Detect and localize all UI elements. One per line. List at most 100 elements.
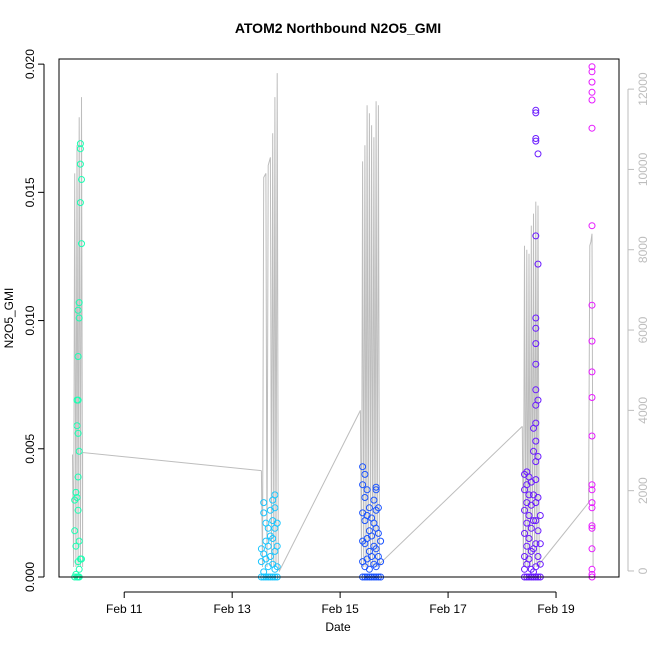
data-point: [534, 396, 542, 404]
data-point: [75, 565, 83, 573]
data-point: [532, 386, 540, 394]
data-point: [532, 476, 540, 484]
data-point: [365, 565, 373, 573]
data-point: [361, 563, 369, 571]
data-point: [588, 222, 596, 230]
data-point: [264, 524, 272, 532]
y2-tick-label: 4000: [636, 397, 650, 424]
data-point: [536, 512, 544, 519]
x-tick-label: Feb 15: [321, 602, 359, 616]
data-point: [359, 509, 367, 517]
data-point: [74, 506, 82, 514]
y-tick-label: 0.010: [23, 305, 37, 335]
data-point: [536, 540, 544, 548]
data-point: [266, 553, 274, 560]
data-point: [359, 481, 367, 489]
data-point: [264, 542, 272, 550]
data-point: [521, 506, 528, 514]
data-point: [78, 240, 85, 248]
data-point: [76, 199, 84, 207]
data-point: [78, 555, 85, 563]
data-point: [368, 553, 376, 560]
data-point: [75, 447, 83, 455]
data-point: [588, 301, 596, 309]
data-point: [532, 135, 540, 142]
data-point: [532, 340, 540, 348]
data-point: [534, 527, 542, 535]
secondary-line-segment: [260, 73, 361, 573]
data-point: [588, 545, 596, 553]
data-point: [530, 517, 537, 525]
secondary-line-segment: [588, 233, 594, 568]
secondary-line-segment: [72, 97, 262, 568]
data-point: [588, 486, 596, 494]
data-point: [260, 499, 268, 507]
data-point: [534, 150, 542, 158]
x-tick-label: Feb 17: [429, 602, 467, 616]
secondary-line-layer: [72, 73, 594, 573]
data-point: [588, 522, 596, 530]
data-point: [361, 494, 369, 501]
data-point: [588, 524, 596, 532]
data-point: [534, 553, 542, 560]
data-point: [377, 537, 385, 545]
data-point: [74, 353, 82, 360]
data-point: [532, 360, 540, 368]
data-point: [532, 137, 540, 145]
x-tick-label: Feb 19: [537, 602, 575, 616]
data-point: [532, 109, 540, 117]
data-point: [532, 517, 540, 525]
data-point: [271, 491, 279, 499]
data-point: [588, 78, 596, 86]
data-point: [76, 145, 84, 153]
y-tick-label: 0.005: [23, 433, 37, 463]
data-point: [527, 524, 535, 532]
data-point: [365, 504, 373, 512]
data-point: [374, 504, 382, 512]
data-point: [532, 232, 540, 240]
data-point: [372, 563, 380, 571]
data-point: [588, 499, 596, 507]
data-point: [257, 558, 265, 566]
data-point: [273, 542, 281, 550]
data-point: [363, 486, 371, 494]
data-point: [588, 88, 596, 96]
data-point: [73, 422, 81, 430]
data-point: [72, 542, 80, 550]
data-point: [525, 535, 533, 542]
secondary-line-segment: [359, 101, 523, 568]
data-point: [75, 299, 83, 307]
data-point: [71, 527, 79, 535]
data-point: [588, 481, 596, 489]
data-point: [534, 260, 542, 268]
data-point: [532, 437, 540, 445]
points-layer: [71, 63, 596, 581]
data-point: [536, 560, 544, 568]
data-point: [525, 491, 533, 499]
data-point: [588, 394, 596, 401]
data-point: [527, 501, 535, 509]
data-point: [530, 491, 537, 499]
y-tick-label: 0.020: [23, 49, 37, 79]
data-point: [523, 519, 531, 527]
data-point: [359, 463, 367, 471]
data-point: [588, 565, 596, 573]
data-point: [523, 542, 531, 550]
data-point: [374, 529, 382, 537]
data-point: [368, 532, 376, 540]
data-point: [372, 486, 380, 494]
data-point: [532, 419, 540, 427]
data-point: [78, 176, 85, 183]
data-point: [588, 63, 596, 71]
data-point: [532, 324, 540, 332]
data-point: [588, 124, 596, 132]
data-point: [523, 481, 531, 489]
x-axis: Feb 11 Feb 13 Feb 15 Feb 17 Feb 19: [106, 591, 575, 616]
data-point: [76, 140, 84, 148]
x-axis-label: Date: [325, 620, 351, 634]
y2-tick-label: 12000: [636, 72, 650, 106]
data-point: [532, 106, 540, 114]
data-point: [74, 429, 82, 437]
y2-tick-label: 0: [636, 567, 650, 574]
